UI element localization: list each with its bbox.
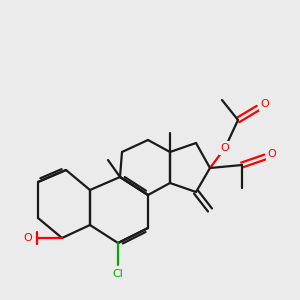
Text: O: O <box>261 99 269 109</box>
Text: O: O <box>220 143 230 153</box>
Text: O: O <box>24 233 32 243</box>
Text: O: O <box>268 149 276 159</box>
Text: Cl: Cl <box>112 269 123 279</box>
